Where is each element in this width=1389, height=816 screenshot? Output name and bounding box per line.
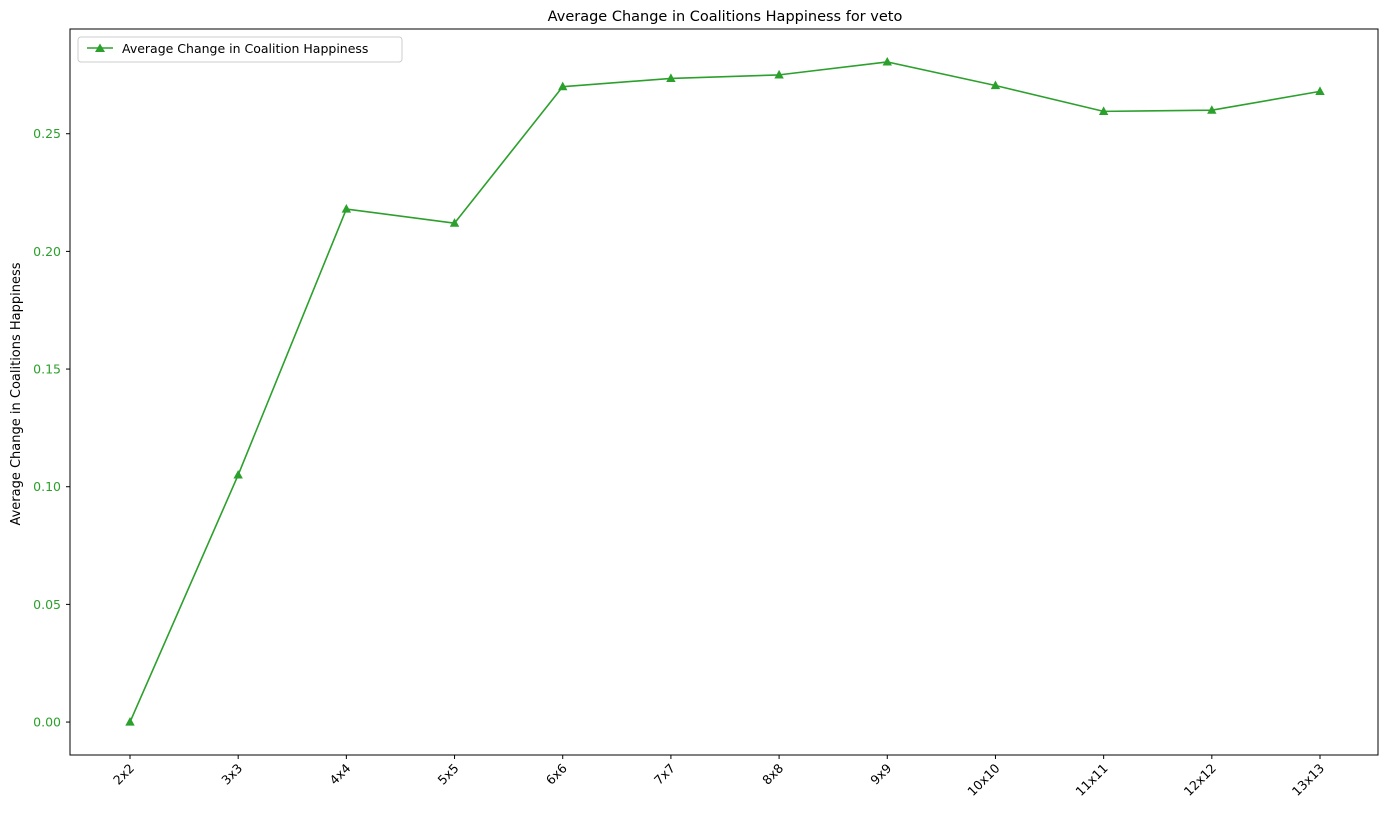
data-point [1098,106,1109,115]
x-tick-label: 2x2 [110,761,137,788]
chart-title: Average Change in Coalitions Happiness f… [548,9,903,25]
data-point [774,69,784,79]
x-tick-label: 7x7 [651,761,678,788]
data-point [666,73,676,83]
data-point [990,80,1001,90]
y-tick-label: 0.15 [33,362,61,377]
data-point [1207,105,1217,114]
y-axis-label: Average Change in Coalitions Happiness [9,262,24,525]
y-tick-label: 0.00 [33,715,61,730]
x-tick-label: 8x8 [759,760,786,787]
x-tick-label: 13x13 [1289,761,1327,799]
legend: Average Change in Coalition Happiness [77,36,403,63]
x-tick-label: 4x4 [326,760,353,787]
data-point [125,717,135,726]
x-tick-label: 6x6 [543,760,570,787]
data-point [341,204,352,213]
data-point [558,81,568,91]
series-line [129,61,1321,723]
data-point [233,469,243,479]
y-tick-label: 0.05 [33,597,61,612]
data-point [1315,86,1325,95]
y-tick-label: 0.10 [33,479,61,494]
data-point [882,56,892,66]
x-tick-label: 9x9 [867,760,894,787]
legend-marker-triangle [95,43,105,52]
plot-frame [69,28,1379,756]
x-tick-label: 3x3 [218,761,245,788]
data-point [449,218,460,227]
x-tick-label: 5x5 [435,761,462,788]
legend-box [77,36,403,63]
x-tick-label: 12x12 [1181,761,1219,799]
x-tick-label: 10x10 [964,760,1002,798]
plot-area: 0.00 0.05 0.10 0.15 0.20 0.25 2x2 3x3 4x4 5x5 6x6 7… [33,28,1379,799]
y-tick-label: 0.25 [33,126,61,141]
y-tick-label: 0.20 [33,244,61,259]
legend-label: Average Change in Coalition Happiness [122,41,368,56]
x-tick-label: 11x11 [1072,761,1110,799]
